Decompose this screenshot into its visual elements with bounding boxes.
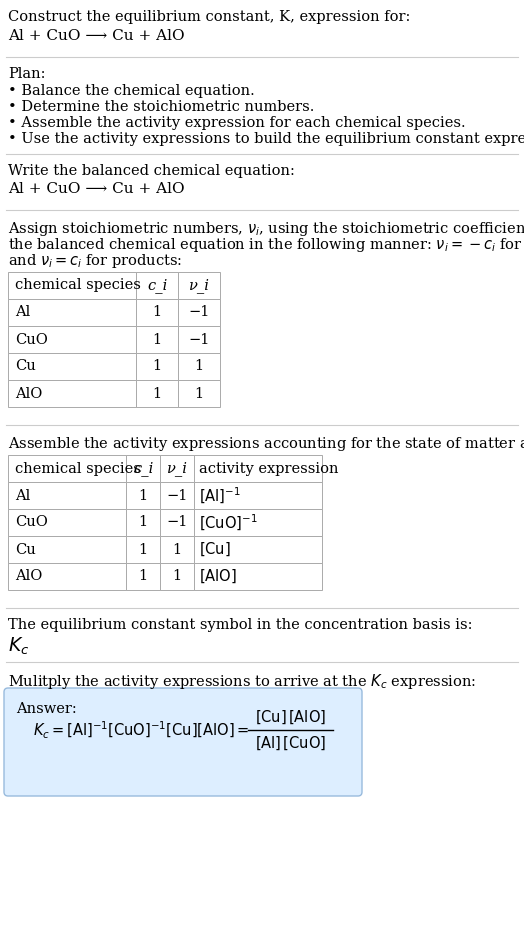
Text: $[\mathrm{Cu}]\, [\mathrm{AlO}]$: $[\mathrm{Cu}]\, [\mathrm{AlO}]$	[255, 708, 326, 726]
Text: 1: 1	[172, 570, 181, 584]
Text: Write the balanced chemical equation:: Write the balanced chemical equation:	[8, 164, 295, 178]
Bar	[126, 482, 160, 509]
Bar	[136, 326, 178, 353]
Text: 1: 1	[152, 387, 161, 401]
Bar	[8, 353, 136, 380]
Bar	[126, 563, 160, 590]
Bar	[8, 482, 126, 509]
Text: Al: Al	[15, 306, 30, 320]
Text: AlO: AlO	[15, 570, 42, 584]
Text: CuO: CuO	[15, 516, 48, 530]
Text: $[\mathrm{Al}]\, [\mathrm{CuO}]$: $[\mathrm{Al}]\, [\mathrm{CuO}]$	[255, 735, 326, 752]
Text: $[\mathrm{CuO}]^{-1}$: $[\mathrm{CuO}]^{-1}$	[199, 512, 258, 533]
Text: 1: 1	[194, 359, 203, 373]
Text: • Balance the chemical equation.: • Balance the chemical equation.	[8, 84, 255, 98]
Text: • Use the activity expressions to build the equilibrium constant expression.: • Use the activity expressions to build …	[8, 132, 524, 146]
Bar	[194, 455, 322, 482]
Bar	[126, 509, 160, 536]
Text: Al: Al	[15, 488, 30, 503]
Text: $K_c$: $K_c$	[8, 636, 29, 657]
Bar	[136, 299, 178, 326]
Bar	[136, 272, 178, 299]
Text: $[\mathrm{Al}]^{-1}$: $[\mathrm{Al}]^{-1}$	[199, 486, 241, 505]
Text: Al + CuO ⟶ Cu + AlO: Al + CuO ⟶ Cu + AlO	[8, 29, 184, 43]
Bar	[8, 509, 126, 536]
Text: ν_i: ν_i	[189, 278, 210, 293]
Text: 1: 1	[152, 359, 161, 373]
Bar	[8, 455, 126, 482]
Text: 1: 1	[194, 387, 203, 401]
Text: $[\mathrm{AlO}]$: $[\mathrm{AlO}]$	[199, 568, 237, 586]
Bar	[194, 509, 322, 536]
Text: Al + CuO ⟶ Cu + AlO: Al + CuO ⟶ Cu + AlO	[8, 182, 184, 196]
Text: −1: −1	[166, 516, 188, 530]
Bar	[8, 272, 136, 299]
Text: chemical species: chemical species	[15, 461, 141, 475]
Text: Construct the equilibrium constant, K, expression for:: Construct the equilibrium constant, K, e…	[8, 10, 410, 24]
Bar	[178, 326, 220, 353]
Text: 1: 1	[152, 306, 161, 320]
Text: $[\mathrm{Cu}]$: $[\mathrm{Cu}]$	[199, 540, 231, 558]
Bar	[8, 326, 136, 353]
Bar	[160, 482, 194, 509]
Bar	[8, 536, 126, 563]
Bar	[178, 299, 220, 326]
Bar	[160, 563, 194, 590]
Text: AlO: AlO	[15, 387, 42, 401]
Text: and $\nu_i = c_i$ for products:: and $\nu_i = c_i$ for products:	[8, 252, 182, 270]
Text: CuO: CuO	[15, 333, 48, 346]
Text: −1: −1	[188, 333, 210, 346]
Bar	[126, 455, 160, 482]
Bar	[178, 353, 220, 380]
Bar	[136, 380, 178, 407]
Text: 1: 1	[138, 516, 148, 530]
Bar	[160, 536, 194, 563]
Bar	[8, 299, 136, 326]
Text: 1: 1	[138, 570, 148, 584]
Bar	[178, 380, 220, 407]
Text: Assign stoichiometric numbers, $\nu_i$, using the stoichiometric coefficients, $: Assign stoichiometric numbers, $\nu_i$, …	[8, 220, 524, 238]
Text: • Determine the stoichiometric numbers.: • Determine the stoichiometric numbers.	[8, 100, 314, 114]
Text: 1: 1	[152, 333, 161, 346]
Bar	[160, 455, 194, 482]
Bar	[8, 380, 136, 407]
Text: Answer:: Answer:	[16, 702, 77, 716]
Bar	[8, 563, 126, 590]
Text: chemical species: chemical species	[15, 278, 141, 292]
Text: The equilibrium constant symbol in the concentration basis is:: The equilibrium constant symbol in the c…	[8, 618, 473, 632]
Text: $K_c = [\mathrm{Al}]^{-1} [\mathrm{CuO}]^{-1} [\mathrm{Cu}] [\mathrm{AlO}] = $: $K_c = [\mathrm{Al}]^{-1} [\mathrm{CuO}]…	[33, 720, 249, 740]
Text: Cu: Cu	[15, 359, 36, 373]
Bar	[160, 509, 194, 536]
Bar	[194, 536, 322, 563]
Text: Assemble the activity expressions accounting for the state of matter and $\nu_i$: Assemble the activity expressions accoun…	[8, 435, 524, 453]
Text: −1: −1	[166, 488, 188, 503]
Text: Mulitply the activity expressions to arrive at the $K_c$ expression:: Mulitply the activity expressions to arr…	[8, 672, 476, 691]
Text: c_i: c_i	[133, 461, 153, 476]
Text: Cu: Cu	[15, 542, 36, 556]
Bar	[194, 482, 322, 509]
Text: ν_i: ν_i	[167, 461, 188, 476]
Bar	[194, 563, 322, 590]
Text: −1: −1	[188, 306, 210, 320]
Text: 1: 1	[138, 542, 148, 556]
FancyBboxPatch shape	[4, 688, 362, 796]
Bar	[136, 353, 178, 380]
Text: 1: 1	[172, 542, 181, 556]
Text: c_i: c_i	[147, 278, 167, 293]
Bar	[178, 272, 220, 299]
Text: Plan:: Plan:	[8, 67, 46, 81]
Text: 1: 1	[138, 488, 148, 503]
Bar	[126, 536, 160, 563]
Text: • Assemble the activity expression for each chemical species.: • Assemble the activity expression for e…	[8, 116, 466, 130]
Text: the balanced chemical equation in the following manner: $\nu_i = -c_i$ for react: the balanced chemical equation in the fo…	[8, 236, 524, 254]
Text: activity expression: activity expression	[199, 461, 339, 475]
